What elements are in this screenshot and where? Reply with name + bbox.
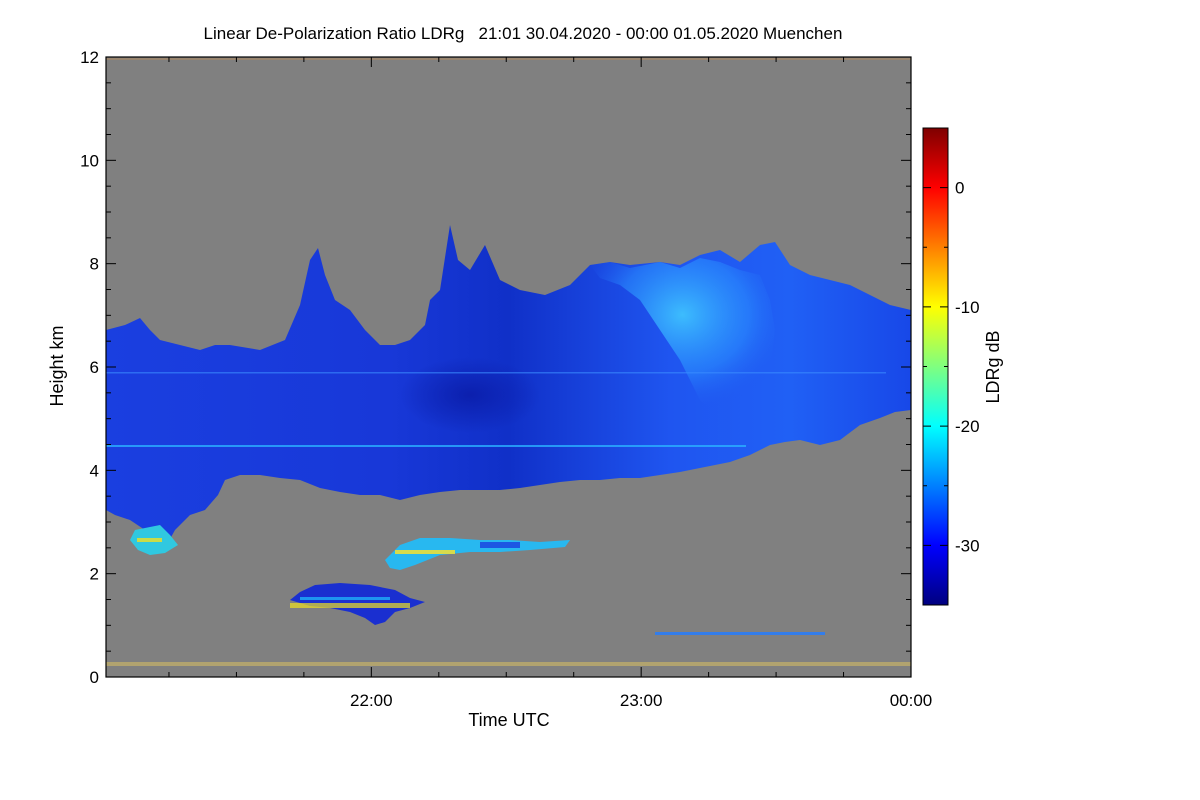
y-tick-label: 2 <box>90 565 99 584</box>
colorbar-tick-label: -20 <box>955 417 980 436</box>
low-cloud-patch-1-edge <box>290 603 410 608</box>
y-tick-label: 8 <box>90 255 99 274</box>
y-tick-label: 0 <box>90 668 99 687</box>
ground-clutter <box>106 662 911 666</box>
cloud-top-bright-region <box>590 258 775 420</box>
x-axis: 22:00 23:00 00:00 <box>168 57 933 710</box>
y-axis: 0 2 4 6 8 10 12 <box>80 48 911 687</box>
colorbar-tick-label: 0 <box>955 179 964 198</box>
y-axis-label: Height km <box>47 325 67 406</box>
y-tick-label: 10 <box>80 151 99 170</box>
chart-title: Linear De-Polarization Ratio LDRg 21:01 … <box>204 24 843 43</box>
y-tick-label: 12 <box>80 48 99 67</box>
low-cloud-patch-2 <box>385 538 570 570</box>
low-cloud-patch-2-blue <box>480 542 520 548</box>
heatmap-layer <box>106 58 911 666</box>
y-tick-label: 6 <box>90 358 99 377</box>
low-cloud-patch-3-yellow <box>137 538 162 542</box>
artifact-line-2 <box>106 372 886 374</box>
colorbar-label: LDRg dB <box>983 330 1003 403</box>
near-ground-layer <box>655 632 825 635</box>
artifact-line-1 <box>106 445 746 447</box>
colorbar-ticks: 0 -10 -20 -30 <box>923 127 980 606</box>
colorbar-tick-label: -30 <box>955 536 980 555</box>
low-cloud-patch-1-edge-2 <box>300 597 390 600</box>
x-axis-label: Time UTC <box>468 710 549 730</box>
x-tick-label: 00:00 <box>890 691 933 710</box>
top-noise-strip <box>106 58 911 60</box>
x-tick-label: 22:00 <box>350 691 393 710</box>
y-tick-label: 4 <box>90 461 99 480</box>
dark-core-region <box>400 357 540 433</box>
colorbar-tick-label: -10 <box>955 298 980 317</box>
low-cloud-patch-2-yellow <box>395 550 455 554</box>
x-tick-label: 23:00 <box>620 691 663 710</box>
